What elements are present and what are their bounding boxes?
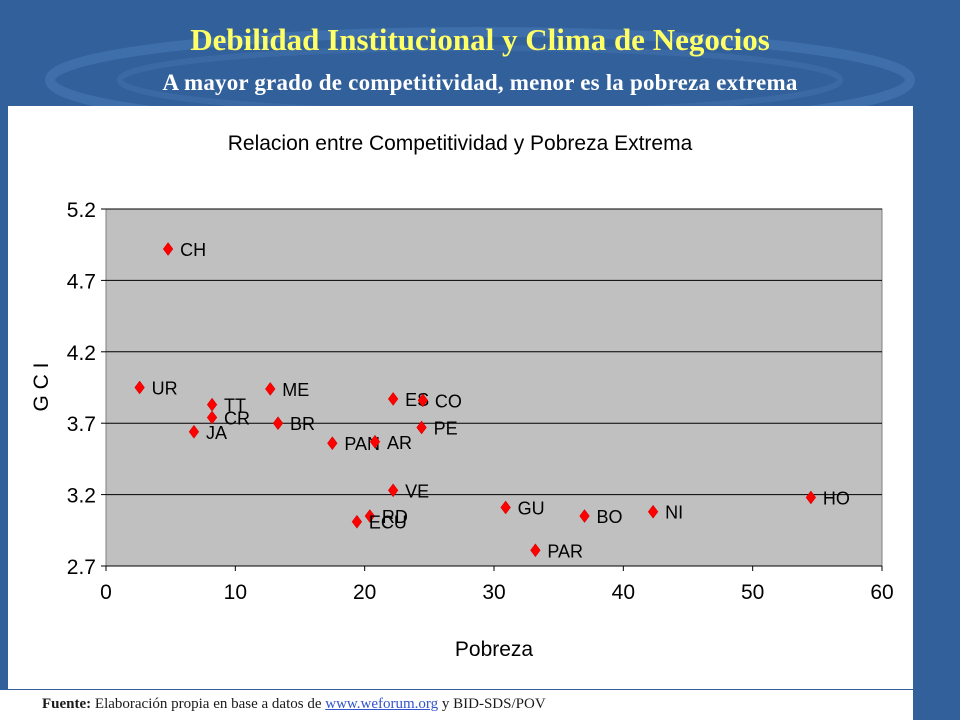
point-label-par: PAR [547,541,583,561]
y-tick-label: 5.2 [67,199,96,222]
source-label: Fuente: [42,696,92,712]
point-label-bo: BO [597,507,623,527]
data-point-par: PAR [530,541,583,561]
source-tail: y BID-SDS/POV [441,696,546,712]
marker-ur [134,380,145,395]
point-label-me: ME [282,380,309,400]
data-point-br: BR [272,414,315,434]
data-point-rd: RD [364,507,408,527]
point-label-ve: VE [405,481,429,501]
data-point-ja: JA [188,423,227,443]
chart-title: Relacion entre Competitividad y Pobreza … [228,132,693,155]
marker-ar [369,434,381,449]
data-point-pe: PE [416,418,458,438]
point-label-ho: HO [823,488,850,508]
data-point-ni: NI [647,503,683,523]
data-point-ch: CH [162,240,206,260]
marker-es [387,392,399,406]
x-tick-label: 10 [224,581,247,604]
y-tick-label: 2.7 [67,556,96,579]
data-point-me: ME [265,380,309,400]
x-tick-label: 50 [741,581,764,604]
point-label-tt: TT [224,396,246,416]
marker-ni [647,504,659,519]
marker-ja [188,424,200,439]
x-axis-label: Pobreza [455,638,534,661]
point-label-pe: PE [434,418,458,438]
marker-pe [416,420,427,435]
x-axis-ticks: 0 10 20 30 40 50 60 [100,566,894,604]
data-point-co: CO [417,391,462,411]
scatter-chart: Relacion entre Competitividad y Pobreza … [30,132,894,661]
data-point-ecu: ECU [351,513,407,533]
background-swoosh [45,27,915,110]
point-label-br: BR [290,414,315,434]
point-label-gu: GU [518,498,545,518]
point-label-ja: JA [206,423,227,443]
source-text: Elaboración propia en base a datos de [94,696,322,712]
point-label-pan: PAN [344,434,380,454]
data-point-tt: TT [206,396,246,416]
weforum-link[interactable]: www.weforum.org [325,696,439,712]
marker-me [265,382,276,396]
data-point-ar: AR [369,433,412,453]
point-label-ecu: ECU [369,513,407,533]
y-axis-label: G C I [30,362,53,411]
point-label-rd: RD [382,507,408,527]
data-point-ur: UR [134,379,178,399]
marker-par [530,543,541,558]
marker-ecu [351,514,363,529]
point-label-ur: UR [152,379,178,399]
data-point-bo: BO [579,507,623,527]
marker-bo [579,509,590,523]
marker-cr [206,410,218,425]
marker-gu [500,500,511,515]
slide-title: Debilidad Institucional y Clima de Negoc… [190,22,770,57]
marker-rd [364,509,376,523]
point-label-cr: CR [224,408,250,428]
y-tick-label: 3.7 [67,413,96,436]
marker-ch [162,242,174,256]
data-point-ve: VE [387,481,429,501]
point-label-ch: CH [180,240,206,260]
chart-panel: Relacion entre Competitividad y Pobreza … [8,106,913,689]
data-point-ho: HO [805,488,850,508]
y-tick-label: 4.7 [67,270,96,293]
data-point-gu: GU [500,498,545,518]
point-label-co: CO [435,391,462,411]
y-axis-ticks: 2.7 3.2 3.7 4.2 4.7 5.2 [67,199,106,579]
marker-ve [387,483,399,498]
y-tick-label: 4.2 [67,342,96,365]
slide-subtitle: A mayor grado de competitividad, menor e… [162,70,798,95]
point-label-ni: NI [665,503,683,523]
data-point-cr: CR [206,408,250,428]
marker-pan [327,436,338,451]
source-footer: Fuente: Elaboración propia en base a dat… [0,690,913,720]
data-point-pan: PAN [327,434,380,454]
point-label-ar: AR [387,433,412,453]
y-tick-label: 3.2 [67,485,96,508]
x-tick-label: 40 [612,581,635,604]
x-tick-label: 60 [870,581,893,604]
marker-co [417,393,429,408]
marker-ho [805,490,817,505]
marker-br [272,416,284,431]
plot-area [105,208,883,567]
x-tick-label: 0 [100,581,112,604]
x-tick-label: 30 [482,581,505,604]
x-tick-label: 20 [353,581,376,604]
